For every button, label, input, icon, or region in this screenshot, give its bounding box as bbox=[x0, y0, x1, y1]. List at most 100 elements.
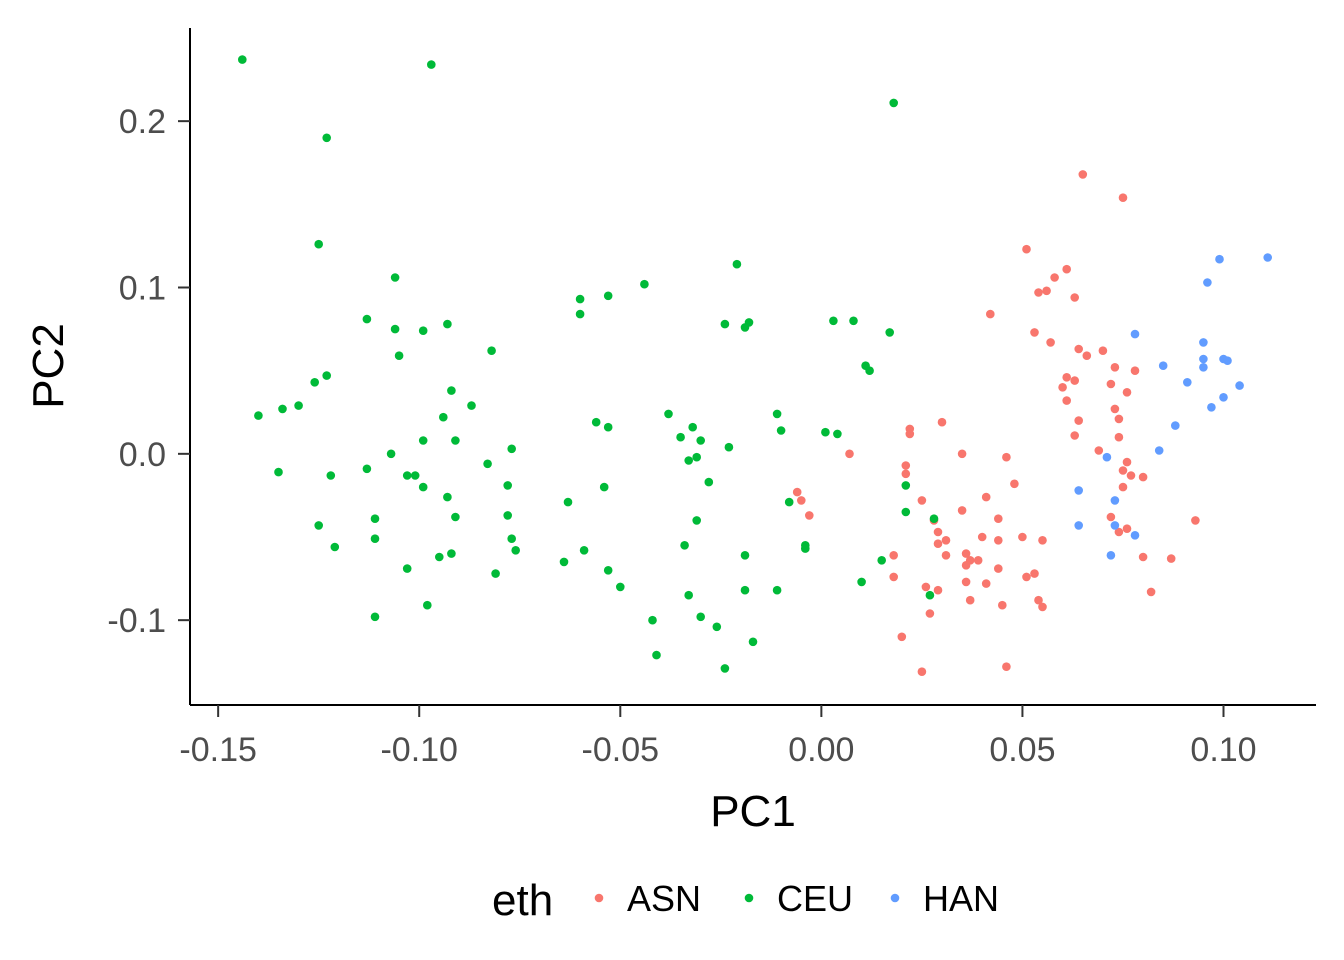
point-ceu bbox=[503, 511, 512, 520]
point-ceu bbox=[885, 328, 894, 337]
point-ceu bbox=[712, 622, 722, 632]
point-han bbox=[1215, 254, 1224, 264]
legend-item-ceu: CEU bbox=[744, 878, 853, 919]
point-asn bbox=[957, 449, 967, 459]
point-asn bbox=[1191, 516, 1200, 525]
point-ceu bbox=[390, 273, 400, 282]
point-asn bbox=[973, 556, 983, 565]
point-asn bbox=[1062, 373, 1071, 382]
legend-label-asn: ASN bbox=[627, 878, 701, 919]
point-ceu bbox=[849, 316, 858, 326]
series-asn bbox=[792, 170, 1200, 676]
point-asn bbox=[1002, 662, 1011, 671]
point-asn bbox=[1138, 472, 1148, 482]
point-ceu bbox=[418, 326, 428, 336]
point-ceu bbox=[362, 464, 372, 474]
point-han bbox=[1183, 378, 1192, 387]
point-ceu bbox=[599, 482, 609, 492]
point-asn bbox=[917, 667, 927, 676]
y-axis-title: PC2 bbox=[24, 323, 73, 409]
x-axis-title: PC1 bbox=[710, 787, 796, 836]
point-asn bbox=[1122, 524, 1132, 533]
point-ceu bbox=[410, 471, 420, 480]
point-asn bbox=[1138, 552, 1148, 562]
y-tick-label: 0.0 bbox=[119, 436, 166, 474]
point-ceu bbox=[439, 412, 448, 422]
point-han bbox=[1235, 381, 1244, 390]
point-ceu bbox=[274, 467, 283, 477]
point-ceu bbox=[491, 569, 500, 578]
point-asn bbox=[977, 532, 987, 542]
point-asn bbox=[901, 469, 911, 479]
point-ceu bbox=[801, 544, 810, 553]
point-asn bbox=[1070, 376, 1079, 385]
point-ceu bbox=[833, 429, 842, 439]
point-ceu bbox=[877, 556, 886, 565]
point-ceu bbox=[740, 323, 750, 332]
point-ceu bbox=[511, 546, 520, 555]
point-asn bbox=[1130, 366, 1140, 376]
point-asn bbox=[937, 417, 947, 427]
point-ceu bbox=[929, 514, 939, 523]
legend-item-han: HAN bbox=[890, 878, 999, 919]
point-ceu bbox=[696, 436, 705, 445]
point-ceu bbox=[704, 477, 714, 487]
point-ceu bbox=[603, 291, 613, 301]
point-asn bbox=[1062, 264, 1071, 274]
point-ceu bbox=[447, 386, 456, 395]
point-asn bbox=[933, 527, 943, 537]
point-ceu bbox=[784, 497, 794, 507]
point-ceu bbox=[616, 582, 625, 592]
point-ceu bbox=[680, 541, 689, 550]
point-ceu bbox=[563, 497, 573, 507]
point-ceu bbox=[776, 426, 786, 435]
point-asn bbox=[1050, 273, 1059, 282]
point-asn bbox=[1122, 457, 1132, 467]
legend-label-ceu: CEU bbox=[777, 878, 853, 919]
series-han bbox=[1074, 253, 1272, 560]
point-ceu bbox=[772, 585, 782, 595]
point-ceu bbox=[238, 55, 247, 64]
point-ceu bbox=[314, 521, 324, 530]
point-asn bbox=[925, 609, 935, 618]
point-asn bbox=[961, 577, 971, 587]
point-asn bbox=[941, 551, 951, 560]
point-han bbox=[1130, 329, 1140, 339]
point-ceu bbox=[254, 411, 263, 420]
point-asn bbox=[1042, 286, 1051, 296]
point-ceu bbox=[487, 346, 496, 356]
y-axis-ticks: -0.1 0.0 0.1 0.2 bbox=[107, 103, 190, 640]
legend: eth ASN CEU HAN bbox=[492, 876, 999, 925]
legend-item-asn: ASN bbox=[594, 878, 701, 919]
legend-label-han: HAN bbox=[923, 878, 999, 919]
point-asn bbox=[941, 536, 951, 545]
point-asn bbox=[1114, 414, 1124, 424]
point-ceu bbox=[390, 324, 400, 334]
point-han bbox=[1110, 496, 1120, 505]
point-asn bbox=[1034, 288, 1043, 297]
point-ceu bbox=[829, 316, 838, 326]
point-asn bbox=[1022, 244, 1031, 254]
y-tick-label: 0.1 bbox=[119, 269, 166, 307]
point-ceu bbox=[748, 637, 758, 647]
point-asn bbox=[994, 536, 1003, 545]
point-asn bbox=[933, 585, 943, 595]
point-ceu bbox=[370, 514, 380, 523]
point-ceu bbox=[579, 546, 589, 555]
point-asn bbox=[1010, 479, 1019, 489]
point-ceu bbox=[740, 551, 750, 560]
point-ceu bbox=[603, 566, 613, 575]
point-asn bbox=[897, 632, 907, 642]
y-tick-label: 0.2 bbox=[119, 103, 166, 141]
point-asn bbox=[1118, 482, 1128, 492]
x-axis-ticks: -0.15 -0.10 -0.05 0.00 0.05 0.10 bbox=[179, 705, 1257, 769]
point-ceu bbox=[692, 452, 701, 462]
point-asn bbox=[981, 492, 991, 502]
point-asn bbox=[961, 561, 971, 570]
point-ceu bbox=[467, 401, 476, 410]
point-ceu bbox=[865, 366, 874, 376]
point-asn bbox=[1022, 572, 1031, 582]
point-asn bbox=[889, 572, 898, 582]
point-asn bbox=[1046, 338, 1055, 347]
